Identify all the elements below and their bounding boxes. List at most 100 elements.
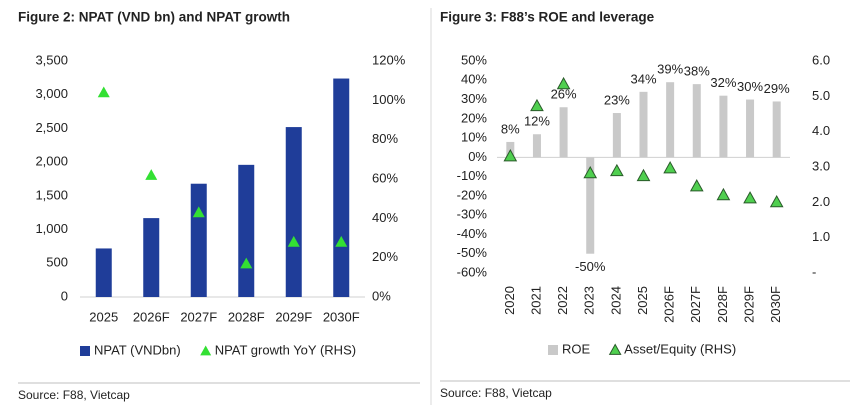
data-label: 39% [657,62,683,77]
legend-swatch [200,345,212,356]
bar [238,164,255,297]
x-tick-label: 2030F [323,309,360,324]
bar [719,95,728,158]
y2-tick-label: 120% [372,52,406,67]
x-tick-label: 2024 [608,286,623,315]
bar [586,157,595,254]
x-tick-label: 2021 [528,286,543,315]
marker [556,76,571,90]
y-tick-label: -60% [457,264,488,279]
x-tick-label: 2022 [555,286,570,315]
y2-tick-label: 60% [372,170,398,185]
x-tick-label: 2025 [89,309,118,324]
legend-swatch [80,346,90,356]
x-tick-label: 2027F [180,309,217,324]
y-tick-label: 500 [46,255,68,270]
marker [530,98,544,112]
source: Source: F88, Vietcap [440,386,552,400]
data-label: 38% [684,64,710,79]
marker [240,257,253,269]
bar [559,107,568,158]
legend-label: NPAT growth YoY (RHS) [215,342,356,357]
y2-tick-label: 3.0 [812,158,830,173]
marker [97,86,110,98]
y2-tick-label: 80% [372,131,398,146]
y2-tick-label: 0% [372,288,391,303]
y-tick-label: 3,000 [35,86,68,101]
bar [746,99,755,158]
y2-tick-label: 40% [372,210,398,225]
chart-title: Figure 2: NPAT (VND bn) and NPAT growth [18,10,290,25]
y-tick-label: 1,500 [35,187,68,202]
marker [663,161,677,174]
bar [612,113,621,158]
x-tick-label: 2027F [688,286,703,323]
y2-tick-label: 100% [372,92,406,107]
bar [772,101,781,158]
data-label: 26% [551,87,577,102]
x-tick-label: 2026F [662,286,677,323]
x-tick-label: 2029F [741,286,756,323]
x-tick-label: 2030F [768,286,783,323]
marker [583,165,598,179]
data-label: 34% [630,71,656,86]
y-tick-label: 0 [61,288,68,303]
y2-tick-label: 2.0 [812,194,830,209]
y-tick-label: 0% [468,149,487,164]
marker [192,206,205,218]
y2-tick-label: 1.0 [812,229,830,244]
x-tick-label: 2028F [715,286,730,323]
data-label: 23% [604,92,630,107]
bar [639,91,648,158]
y-tick-label: 1,000 [35,221,68,236]
y-tick-label: 20% [461,110,487,125]
bar [95,248,112,297]
legend-label: ROE [562,341,591,356]
x-tick-label: 2026F [133,309,170,324]
bar [692,84,701,158]
y2-tick-label: 20% [372,249,398,264]
data-label: 29% [764,81,790,96]
y-tick-label: -30% [457,207,488,222]
y-tick-label: -10% [457,168,488,183]
y2-tick-label: 5.0 [812,88,830,103]
data-label: -50% [575,259,606,274]
y-tick-label: 3,500 [35,52,68,67]
marker [610,163,624,177]
marker [689,179,704,192]
marker [769,194,784,208]
y-tick-label: 50% [461,52,487,67]
bar [532,134,541,158]
marker [503,149,518,162]
bar [333,78,350,297]
y2-tick-label: 4.0 [812,123,830,138]
legend-label: Asset/Equity (RHS) [624,341,736,356]
data-label: 8% [501,121,520,136]
bar [666,82,675,158]
x-tick-label: 2025 [635,286,650,315]
y2-tick-label: - [812,264,816,279]
bar [190,183,207,297]
x-tick-label: 2020 [502,286,517,315]
y-tick-label: 30% [461,91,487,106]
y-tick-label: -50% [457,245,488,260]
y-tick-label: 2,000 [35,154,68,169]
marker [716,187,731,201]
y-tick-label: 10% [461,130,487,145]
x-tick-label: 2028F [228,309,265,324]
y-tick-label: 40% [461,72,487,87]
source: Source: F88, Vietcap [18,388,130,402]
marker [636,168,651,182]
marker [287,235,300,247]
marker [145,169,158,180]
x-tick-label: 2023 [582,286,597,315]
y2-tick-label: 6.0 [812,52,830,67]
data-label: 30% [737,79,763,94]
chart-title: Figure 3: F88’s ROE and leverage [440,10,655,25]
data-label: 32% [710,75,736,90]
y-tick-label: -40% [457,226,488,241]
legend-swatch [548,345,558,355]
bar [285,127,302,297]
bar [143,218,160,297]
